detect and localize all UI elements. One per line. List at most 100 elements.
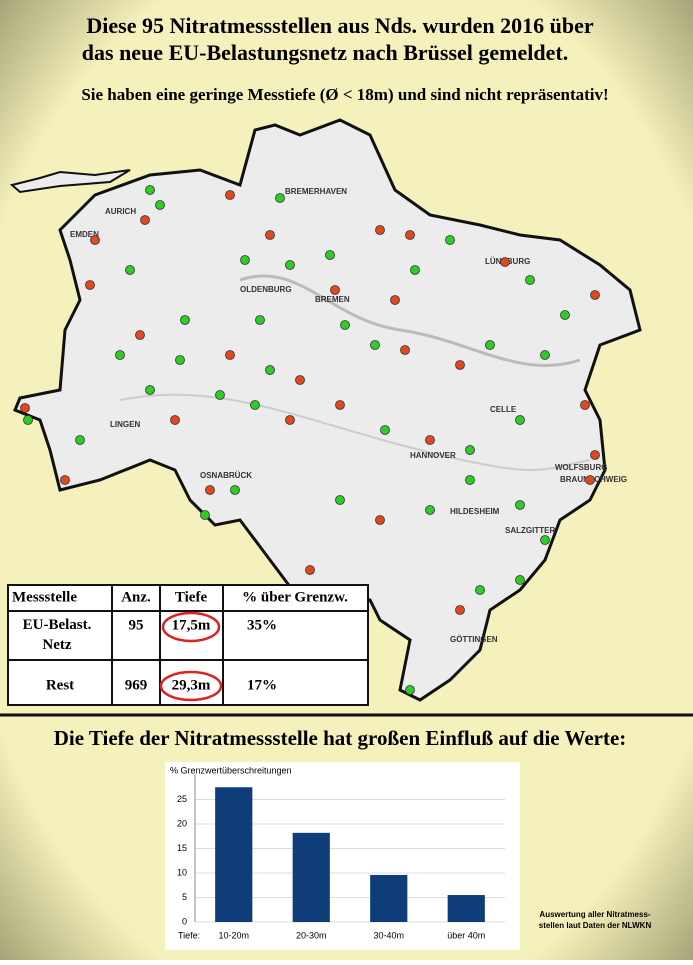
table-cell: EU-Belast. Netz bbox=[22, 617, 92, 653]
station-dot bbox=[375, 515, 385, 525]
city-label: SALZGITTER bbox=[505, 526, 555, 535]
station-dot bbox=[215, 390, 225, 400]
station-dot bbox=[330, 285, 340, 295]
map: EMDENAURICHBREMERHAVENOLDENBURGBREMENLÜN… bbox=[9, 118, 642, 702]
y-tick-label: 5 bbox=[182, 892, 187, 902]
station-dot bbox=[180, 315, 190, 325]
station-dot bbox=[20, 403, 30, 413]
station-dot bbox=[455, 360, 465, 370]
station-dot bbox=[475, 585, 485, 595]
table-cell: 17,5m bbox=[172, 617, 211, 633]
x-tick-label: 20-30m bbox=[296, 930, 327, 940]
table-cell: 35% bbox=[247, 617, 277, 633]
road bbox=[119, 393, 591, 471]
city-label: HANNOVER bbox=[410, 451, 456, 460]
city-label: EMDEN bbox=[70, 230, 99, 239]
station-dot bbox=[23, 415, 33, 425]
station-dot bbox=[370, 340, 380, 350]
highlight-circle bbox=[159, 670, 223, 702]
title-line: Diese 95 Nitratmessstellen aus Nds. wurd… bbox=[86, 13, 593, 38]
station-dot bbox=[405, 230, 415, 240]
station-dot bbox=[425, 435, 435, 445]
station-dot bbox=[140, 215, 150, 225]
highlight-circle bbox=[161, 611, 221, 643]
station-dot bbox=[400, 345, 410, 355]
station-dot bbox=[200, 510, 210, 520]
bar-chart: 0 5 10 15 20 25 10-20m 20-30m 30-40m über 40m bbox=[177, 775, 505, 940]
station-dot bbox=[60, 475, 70, 485]
state-outline bbox=[13, 118, 642, 702]
station-dot bbox=[465, 475, 475, 485]
station-dot bbox=[325, 250, 335, 260]
station-dot bbox=[240, 255, 250, 265]
footnote: Auswertung aller Nitratmess- bbox=[539, 910, 650, 919]
station-dot bbox=[485, 340, 495, 350]
station-dot bbox=[500, 257, 510, 267]
station-dot bbox=[265, 230, 275, 240]
islands bbox=[9, 169, 131, 194]
station-dot bbox=[405, 685, 415, 695]
subtitle: Sie haben eine geringe Messtiefe (Ø < 18… bbox=[81, 85, 608, 104]
table-cell: 17% bbox=[247, 677, 277, 693]
city-label: OLDENBURG bbox=[240, 285, 292, 294]
station-dot bbox=[525, 275, 535, 285]
x-tick-label: 30-40m bbox=[373, 930, 404, 940]
station-dot bbox=[455, 605, 465, 615]
table-cell: 95 bbox=[129, 617, 144, 633]
station-dot bbox=[285, 260, 295, 270]
station-dot bbox=[250, 400, 260, 410]
river bbox=[239, 274, 581, 368]
city-label: OSNABRÜCK bbox=[200, 471, 252, 480]
station-dot bbox=[275, 193, 285, 203]
bar bbox=[215, 787, 253, 922]
y-axis-label: % Grenzwertüberschreitungen bbox=[170, 765, 292, 775]
station-dot bbox=[540, 535, 550, 545]
station-dot bbox=[295, 375, 305, 385]
table-header: Tiefe bbox=[175, 589, 208, 605]
station-dot bbox=[340, 320, 350, 330]
station-dot bbox=[590, 290, 600, 300]
station-dot bbox=[515, 500, 525, 510]
bar bbox=[370, 874, 408, 922]
station-dot bbox=[305, 565, 315, 575]
y-tick-label: 25 bbox=[177, 794, 187, 804]
table-cell: 969 bbox=[125, 677, 148, 693]
station-dot bbox=[335, 495, 345, 505]
station-dot bbox=[590, 450, 600, 460]
station-dot bbox=[560, 310, 570, 320]
station-dot bbox=[205, 485, 215, 495]
station-dot bbox=[445, 235, 455, 245]
city-label: CELLE bbox=[490, 405, 517, 414]
station-dot bbox=[135, 330, 145, 340]
table-header: Anz. bbox=[121, 589, 151, 605]
station-dot bbox=[115, 350, 125, 360]
city-label: AURICH bbox=[105, 207, 136, 216]
bar bbox=[292, 832, 330, 922]
station-dot bbox=[170, 415, 180, 425]
station-dot bbox=[175, 355, 185, 365]
y-tick-label: 0 bbox=[182, 916, 187, 926]
section-title: Die Tiefe der Nitratmessstelle hat große… bbox=[54, 726, 627, 750]
y-tick-label: 10 bbox=[177, 867, 187, 877]
station-dot bbox=[585, 475, 595, 485]
y-tick-label: 15 bbox=[177, 843, 187, 853]
footnote: stellen laut Daten der NLWKN bbox=[539, 921, 652, 930]
x-axis-label: Tiefe: bbox=[178, 930, 200, 940]
city-label: BREMEN bbox=[315, 295, 350, 304]
table-cell-box: EU-Belast. Netz bbox=[22, 617, 92, 653]
x-tick-label: 10-20m bbox=[218, 930, 249, 940]
station-dot bbox=[230, 485, 240, 495]
bar bbox=[447, 895, 485, 922]
station-dot bbox=[515, 415, 525, 425]
table-cell: 29,3m bbox=[172, 677, 211, 693]
station-dot bbox=[465, 445, 475, 455]
station-dot bbox=[75, 435, 85, 445]
title-line: das neue EU-Belastungsnetz nach Brüssel … bbox=[82, 40, 568, 65]
station-dot bbox=[540, 350, 550, 360]
station-dot bbox=[390, 295, 400, 305]
station-dot bbox=[265, 365, 275, 375]
station-dot bbox=[410, 265, 420, 275]
x-tick-label: über 40m bbox=[447, 930, 485, 940]
station-dot bbox=[255, 315, 265, 325]
